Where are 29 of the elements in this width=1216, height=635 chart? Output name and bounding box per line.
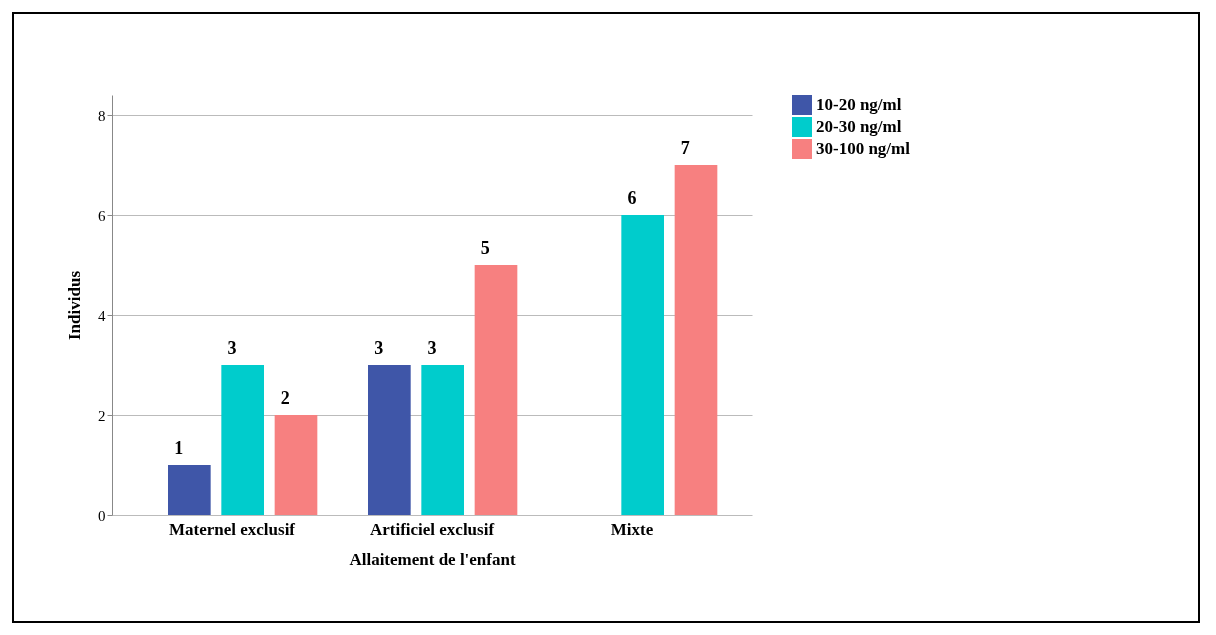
data-label: 7 bbox=[680, 138, 690, 158]
data-label: 5 bbox=[480, 238, 490, 258]
y-tick-label: 0 bbox=[98, 507, 106, 524]
data-label: 6 bbox=[627, 188, 637, 208]
data-label: 3 bbox=[227, 338, 237, 358]
data-label: 1 bbox=[174, 438, 184, 458]
bar bbox=[421, 365, 464, 515]
data-label: 3 bbox=[427, 338, 437, 358]
y-tick-label: 4 bbox=[98, 307, 106, 324]
bar bbox=[168, 465, 211, 515]
x-tick-label: Mixte bbox=[610, 519, 654, 539]
bar bbox=[474, 265, 518, 515]
y-tick-label: 2 bbox=[98, 407, 106, 424]
data-label: 3 bbox=[374, 338, 384, 358]
y-axis-title: Individus bbox=[65, 270, 84, 340]
y-tick-label: 8 bbox=[98, 107, 106, 124]
bar bbox=[368, 365, 411, 515]
x-axis-title: Allaitement de l'enfant bbox=[349, 549, 516, 569]
y-tick-label: 6 bbox=[98, 207, 106, 224]
x-tick-label: Maternel exclusif bbox=[168, 519, 296, 539]
x-tick-label: Artificiel exclusif bbox=[369, 519, 495, 539]
legend-label: 30-100 ng/ml bbox=[816, 139, 911, 158]
data-label: 2 bbox=[280, 388, 290, 408]
bar bbox=[674, 165, 718, 515]
bar bbox=[274, 415, 318, 515]
bar bbox=[221, 365, 264, 515]
bar bbox=[621, 215, 664, 515]
legend-label: 20-30 ng/ml bbox=[816, 117, 902, 136]
legend-label: 10-20 ng/ml bbox=[816, 95, 902, 114]
